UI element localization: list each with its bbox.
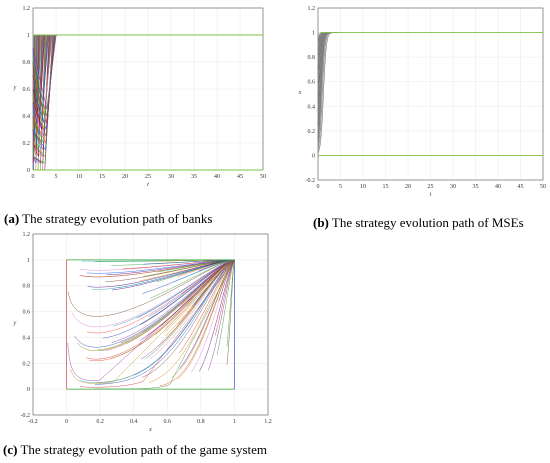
b-ytick-label: 0.2 bbox=[308, 129, 316, 135]
b-xlabel: t bbox=[430, 192, 432, 198]
chart-c: -0.2 0 0.2 0.4 0.6 0.8 1 1.2 -0.2 0 0.2 0.4 0.6 0.8 1 1… bbox=[13, 232, 272, 433]
b-ytick-label: 1 bbox=[312, 31, 315, 37]
caption-a-text: The strategy evolution path of banks bbox=[19, 211, 213, 226]
c-trajectory bbox=[80, 259, 235, 388]
c-ytick-label: 0 bbox=[27, 387, 30, 393]
b-xtick-label: 20 bbox=[405, 184, 411, 190]
c-ylabel: y bbox=[13, 321, 17, 327]
chart-b: 0 5 10 15 20 25 30 35 40 45 50-0.200.20.40.60.811.… bbox=[298, 6, 546, 198]
c-xlabel: x bbox=[148, 427, 152, 433]
a-ytick-label: 0.4 bbox=[23, 114, 31, 120]
b-ylabel: x bbox=[298, 90, 302, 96]
c-frame bbox=[32, 233, 269, 416]
caption-b-letter: (b) bbox=[313, 215, 329, 230]
a-xtick-label: 20 bbox=[122, 174, 128, 180]
b-ytick-label: 0.6 bbox=[308, 80, 316, 86]
a-xtick-label: 50 bbox=[260, 174, 266, 180]
a-xtick-label: 40 bbox=[214, 174, 220, 180]
a-ytick-label: 0.6 bbox=[23, 87, 31, 93]
caption-c-letter: (c) bbox=[3, 442, 18, 457]
b-ytick-label: 0.8 bbox=[308, 55, 316, 61]
c-xtick-label: 0.6 bbox=[164, 419, 172, 425]
b-xtick-label: 35 bbox=[473, 184, 479, 190]
caption-c-text: The strategy evolution path of the game … bbox=[17, 442, 268, 457]
b-ytick-label: 0 bbox=[312, 153, 315, 159]
c-trajectory bbox=[97, 259, 235, 351]
a-xtick-label: 25 bbox=[145, 174, 151, 180]
b-xtick-label: 0 bbox=[317, 184, 320, 190]
c-ytick-label: -0.2 bbox=[21, 413, 31, 419]
caption-b: (b) The strategy evolution path of MSEs bbox=[313, 215, 524, 231]
c-xtick-label: 0.8 bbox=[197, 419, 205, 425]
c-xtick-label: 0.4 bbox=[130, 419, 138, 425]
c-ytick-label: 1.2 bbox=[23, 232, 31, 238]
c-trajectory bbox=[80, 259, 235, 383]
b-xtick-label: 50 bbox=[540, 184, 546, 190]
c-xtick-label: 0.2 bbox=[96, 419, 104, 425]
c-xtick-label: 1.2 bbox=[264, 419, 272, 425]
a-xtick-label: 45 bbox=[237, 174, 243, 180]
b-ytick-label: 1.2 bbox=[308, 6, 316, 12]
b-ytick-label: 0.4 bbox=[308, 104, 316, 110]
a-xtick-label: 10 bbox=[76, 174, 82, 180]
a-xtick-label: 35 bbox=[191, 174, 197, 180]
b-xtick-label: 45 bbox=[518, 184, 524, 190]
a-xtick-label: 0 bbox=[32, 174, 35, 180]
b-xtick-label: 25 bbox=[428, 184, 434, 190]
a-xlabel: t bbox=[147, 182, 149, 188]
c-xtick-label: -0.2 bbox=[28, 419, 38, 425]
caption-a-letter: (a) bbox=[4, 211, 20, 226]
a-xtick-label: 5 bbox=[55, 174, 58, 180]
c-trajectory bbox=[67, 259, 235, 381]
c-ytick-label: 1 bbox=[27, 258, 30, 264]
b-xtick-label: 30 bbox=[450, 184, 456, 190]
b-ytick-label: -0.2 bbox=[306, 178, 316, 184]
b-xtick-label: 15 bbox=[383, 184, 389, 190]
a-ytick-label: 1 bbox=[27, 33, 30, 39]
a-ytick-label: 0 bbox=[27, 168, 30, 174]
c-ytick-label: 0.6 bbox=[23, 310, 31, 316]
a-ytick-label: 0.2 bbox=[23, 141, 31, 147]
c-xtick-label: 1 bbox=[233, 419, 236, 425]
a-ytick-label: 0.8 bbox=[23, 60, 31, 66]
c-trajectory bbox=[94, 259, 235, 385]
a-trajectory bbox=[32, 34, 57, 110]
b-xtick-label: 10 bbox=[360, 184, 366, 190]
c-trajectory bbox=[70, 259, 235, 384]
caption-b-text: The strategy evolution path of MSEs bbox=[328, 215, 524, 230]
b-xtick-label: 40 bbox=[495, 184, 501, 190]
a-ylabel: y bbox=[13, 85, 17, 91]
c-ytick-label: 0.8 bbox=[23, 284, 31, 290]
chart-a: 0 5 10 15 20 25 30 35 40 45 50 0 0.2 0.4 0.6 0.8 1 1.2 t y bbox=[13, 6, 266, 188]
a-xtick-label: 15 bbox=[99, 174, 105, 180]
caption-a: (a) The strategy evolution path of banks bbox=[4, 211, 212, 227]
a-trajectory bbox=[32, 34, 50, 110]
c-ytick-label: 0.2 bbox=[23, 361, 31, 367]
a-trajectory bbox=[32, 34, 54, 110]
caption-c: (c) The strategy evolution path of the g… bbox=[3, 442, 267, 458]
c-ytick-label: 0.4 bbox=[23, 335, 31, 341]
a-xtick-label: 30 bbox=[168, 174, 174, 180]
a-ytick-label: 1.2 bbox=[23, 6, 31, 12]
c-xtick-label: 0 bbox=[65, 419, 68, 425]
b-xtick-label: 5 bbox=[339, 184, 342, 190]
